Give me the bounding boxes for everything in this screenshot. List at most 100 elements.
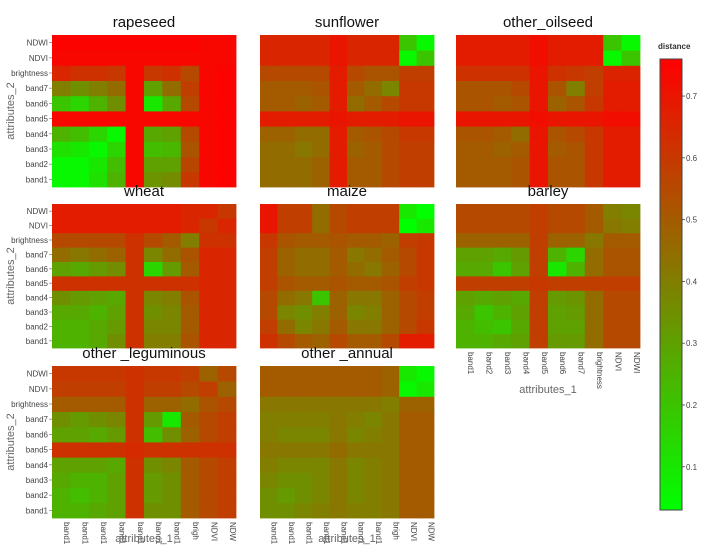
heatmap-cell	[277, 442, 296, 458]
heatmap-cell	[52, 366, 71, 382]
heatmap-cell	[529, 65, 549, 81]
x-tick-label: band2	[485, 352, 494, 375]
subplot-title: other _leguminous	[82, 345, 205, 362]
heatmap-cell	[548, 171, 567, 188]
heatmap-cell	[548, 276, 567, 291]
heatmap-cell	[107, 442, 126, 458]
heatmap-cell	[144, 232, 163, 248]
heatmap-cell	[107, 426, 126, 443]
heatmap-cell	[329, 232, 348, 248]
y-tick-label: band5	[26, 115, 49, 124]
heatmap-cell	[277, 487, 296, 504]
heatmap-cell	[347, 366, 365, 382]
heatmap-cell	[162, 232, 182, 248]
heatmap-cell	[456, 290, 475, 306]
heatmap-cell	[329, 171, 348, 188]
heatmap-cell	[125, 276, 145, 291]
heatmap-cell	[399, 126, 417, 142]
heatmap-cell	[199, 457, 218, 473]
heatmap-cell	[364, 487, 383, 504]
heatmap-cell	[277, 381, 296, 397]
heatmap-cell	[217, 204, 237, 219]
y-tick-label: NDVI	[29, 222, 48, 231]
heatmap-cell	[584, 319, 604, 334]
heatmap-cell	[199, 333, 218, 349]
heatmap-cell	[364, 126, 383, 142]
heatmap-cell	[381, 276, 400, 291]
heatmap-cell	[52, 290, 71, 306]
heatmap-cell	[347, 333, 365, 349]
heatmap-cell	[162, 126, 182, 142]
heatmap-cell	[329, 247, 348, 262]
heatmap-cell	[529, 232, 549, 248]
heatmap-cell	[70, 366, 90, 382]
heatmap-cell	[329, 472, 348, 488]
subplots: rapeseedband1band2band3band4band5band6ba…	[5, 14, 641, 545]
heatmap-cell	[88, 218, 108, 234]
heatmap-cell	[381, 319, 400, 334]
heatmap-cell	[381, 487, 400, 504]
heatmap-cell	[603, 218, 622, 234]
heatmap-cell	[125, 126, 145, 142]
heatmap-panel: other _annual band1 band1 band1 band1 band1 ba…	[260, 345, 435, 545]
heatmap-cell	[180, 204, 200, 219]
heatmap-cell	[217, 290, 237, 306]
heatmap-cell	[277, 141, 296, 157]
heatmap-cell	[312, 35, 330, 51]
heatmap-cell	[329, 442, 348, 458]
heatmap-cell	[162, 396, 182, 412]
heatmap-cell	[180, 111, 200, 127]
heatmap-cell	[474, 232, 494, 248]
heatmap-cell	[399, 35, 417, 51]
heatmap-cell	[399, 232, 417, 248]
heatmap-cell	[217, 319, 237, 334]
heatmap-cell	[474, 111, 494, 127]
heatmap-cell	[277, 411, 296, 428]
x-tick-label: band1	[173, 522, 182, 545]
y-tick-label: band7	[26, 250, 49, 259]
heatmap-cell	[52, 218, 71, 234]
heatmap-cell	[492, 218, 512, 234]
colorbar: distance 0.1 0.2 0.3 0.4 0.5 0.6 0.7	[658, 42, 698, 511]
y-tick-label: NDWI	[27, 370, 48, 379]
heatmap-cell	[217, 442, 237, 458]
heatmap-cell	[511, 50, 530, 66]
heatmap-cell	[329, 111, 348, 127]
heatmap-cell	[474, 204, 494, 219]
heatmap-cell	[364, 304, 383, 320]
y-tick-label: brightness	[11, 400, 48, 409]
heatmap-cell	[260, 232, 278, 248]
heatmap-cell	[294, 171, 313, 188]
heatmap-cell	[107, 126, 126, 142]
y-tick-label: band1	[26, 175, 49, 184]
heatmap-cell	[548, 261, 567, 277]
heatmap-cell	[312, 126, 330, 142]
heatmap-cell	[107, 290, 126, 306]
heatmap-cell	[294, 396, 313, 412]
y-tick-label: brightness	[11, 236, 48, 245]
heatmap-cell	[199, 261, 218, 277]
heatmap-cell	[217, 126, 237, 142]
heatmap-cell	[180, 80, 200, 97]
heatmap-cell	[603, 333, 622, 349]
heatmap-cell	[180, 457, 200, 473]
heatmap-cell	[88, 290, 108, 306]
colorbar-title: distance	[658, 42, 691, 51]
heatmap-cell	[416, 141, 435, 157]
heatmap-cell	[416, 204, 435, 219]
heatmap-cell	[180, 232, 200, 248]
heatmap-cell	[329, 304, 348, 320]
heatmap-cell	[312, 247, 330, 262]
subplot-title: rapeseed	[113, 14, 176, 31]
heatmap-cell	[584, 247, 604, 262]
heatmap-cell	[364, 171, 383, 188]
heatmap-cell	[492, 111, 512, 127]
heatmap-cell	[474, 126, 494, 142]
heatmap-cell	[381, 396, 400, 412]
heatmap-cell	[294, 304, 313, 320]
heatmap-cell	[199, 95, 218, 112]
heatmap-cell	[492, 50, 512, 66]
heatmap-cell	[277, 232, 296, 248]
heatmap-cell	[364, 218, 383, 234]
heatmap-cell	[529, 276, 549, 291]
